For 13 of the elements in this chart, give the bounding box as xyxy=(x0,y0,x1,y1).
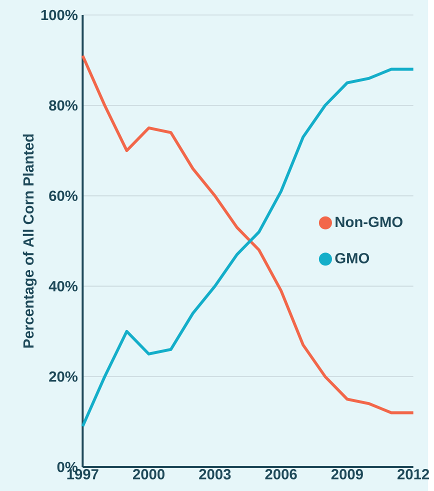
y-axis-title: Percentage of All Corn Planted xyxy=(22,134,37,348)
y-tick-label: 40% xyxy=(48,281,78,292)
x-tick-label: 2006 xyxy=(265,469,297,480)
x-tick-label: 2012 xyxy=(397,469,430,480)
x-tick-label: 2000 xyxy=(132,469,164,480)
x-tick-label: 2003 xyxy=(199,469,231,480)
x-tick-label: 2009 xyxy=(331,469,363,480)
y-tick-label: 100% xyxy=(41,10,78,20)
y-tick-label: 60% xyxy=(49,190,78,201)
y-tick-label: 20% xyxy=(49,371,78,382)
legend-label: Non-GMO xyxy=(336,216,402,228)
y-tick-label: 80% xyxy=(49,100,78,111)
legend-label: GMO xyxy=(335,253,370,264)
